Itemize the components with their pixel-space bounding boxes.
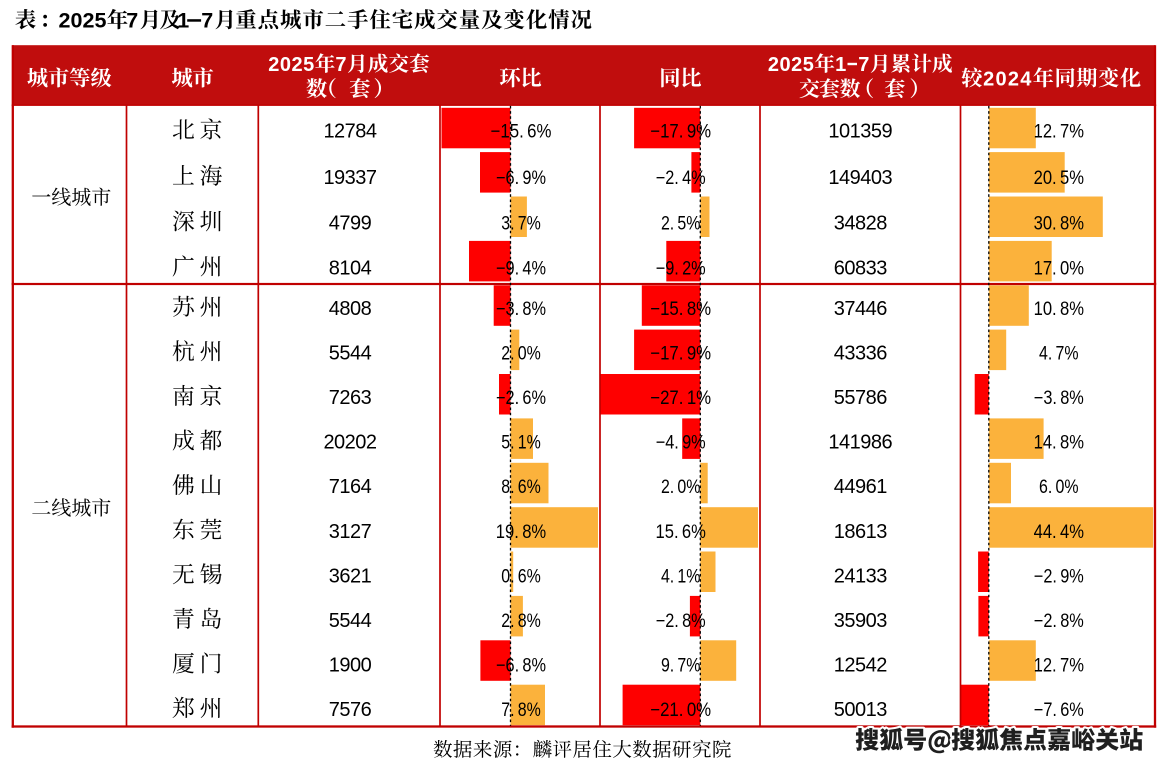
svg-text:4: 4 (1020, 69, 1032, 91)
svg-text:−2. 6%: −2. 6% (496, 388, 546, 409)
svg-text:2: 2 (1008, 69, 1019, 91)
svg-text:−2. 8%: −2. 8% (1034, 611, 1084, 632)
svg-text:15. 6%: 15. 6% (656, 522, 706, 543)
svg-text:−15. 8%: −15. 8% (650, 299, 711, 320)
svg-text:35903: 35903 (834, 610, 887, 632)
svg-text:2: 2 (768, 54, 779, 76)
svg-text:14. 8%: 14. 8% (1034, 433, 1084, 454)
svg-text:19337: 19337 (323, 167, 376, 189)
svg-text:44961: 44961 (834, 476, 887, 498)
svg-text:17. 0%: 17. 0% (1034, 259, 1084, 280)
svg-text:20202: 20202 (323, 432, 376, 454)
svg-text:10. 8%: 10. 8% (1034, 299, 1084, 320)
svg-text:141986: 141986 (828, 432, 892, 454)
svg-text:−2. 9%: −2. 9% (1034, 566, 1084, 587)
svg-text:0: 0 (71, 8, 83, 32)
svg-text:−7. 6%: −7. 6% (1034, 700, 1084, 721)
svg-text:−6. 8%: −6. 8% (496, 656, 546, 677)
svg-text:2: 2 (83, 8, 95, 32)
svg-text:−21. 0%: −21. 0% (650, 700, 711, 721)
svg-text:−6. 9%: −6. 9% (496, 168, 546, 189)
svg-text:4. 7%: 4. 7% (1039, 344, 1079, 365)
svg-text:8104: 8104 (329, 258, 372, 280)
svg-text:4. 1%: 4. 1% (661, 566, 701, 587)
svg-text:2: 2 (791, 54, 802, 76)
svg-text:−17. 9%: −17. 9% (650, 344, 711, 365)
svg-text:7: 7 (335, 54, 346, 76)
svg-text:3. 7%: 3. 7% (501, 214, 541, 235)
svg-text:2: 2 (983, 69, 994, 91)
svg-text:5: 5 (303, 54, 314, 76)
svg-text:1: 1 (835, 54, 846, 76)
svg-text:−9. 2%: −9. 2% (656, 259, 706, 280)
svg-text:8. 6%: 8. 6% (501, 477, 541, 498)
svg-text:7: 7 (201, 8, 213, 32)
svg-text:18613: 18613 (834, 521, 887, 543)
svg-text:55786: 55786 (834, 387, 887, 409)
svg-text:7: 7 (858, 54, 869, 76)
svg-text:7164: 7164 (329, 476, 372, 498)
svg-text:12784: 12784 (323, 121, 376, 143)
svg-text:44. 4%: 44. 4% (1034, 522, 1084, 543)
svg-text:60833: 60833 (834, 258, 887, 280)
svg-text:−3. 8%: −3. 8% (1034, 388, 1084, 409)
svg-text:37446: 37446 (834, 298, 887, 320)
svg-text:6. 0%: 6. 0% (1039, 477, 1079, 498)
svg-text:12. 7%: 12. 7% (1034, 122, 1084, 143)
svg-text:−2. 4%: −2. 4% (656, 168, 706, 189)
svg-text:7. 8%: 7. 8% (501, 700, 541, 721)
svg-text:4799: 4799 (329, 213, 372, 235)
svg-text:0. 6%: 0. 6% (501, 566, 541, 587)
svg-text:9. 7%: 9. 7% (661, 656, 701, 677)
svg-text:101359: 101359 (828, 121, 892, 143)
svg-text:12. 7%: 12. 7% (1034, 656, 1084, 677)
svg-text:4808: 4808 (329, 298, 372, 320)
svg-text:7576: 7576 (329, 699, 372, 721)
svg-text:2. 0%: 2. 0% (501, 344, 541, 365)
svg-text:1900: 1900 (329, 655, 372, 677)
svg-text:0: 0 (780, 54, 791, 76)
svg-text:24133: 24133 (834, 565, 887, 587)
svg-text:43336: 43336 (834, 343, 887, 365)
svg-text:5544: 5544 (329, 610, 372, 632)
svg-text:20. 5%: 20. 5% (1034, 168, 1084, 189)
svg-text:2: 2 (59, 8, 71, 32)
svg-text:30. 8%: 30. 8% (1034, 214, 1084, 235)
svg-text:2. 0%: 2. 0% (661, 477, 701, 498)
svg-text:−27. 1%: −27. 1% (650, 388, 711, 409)
svg-text:5: 5 (803, 54, 814, 76)
svg-text:5. 1%: 5. 1% (501, 433, 541, 454)
svg-text:5544: 5544 (329, 343, 372, 365)
svg-text:−9. 4%: −9. 4% (496, 259, 546, 280)
svg-text:−4. 9%: −4. 9% (656, 433, 706, 454)
svg-text:3127: 3127 (329, 521, 372, 543)
svg-text:2: 2 (292, 54, 303, 76)
svg-text:7: 7 (126, 8, 138, 32)
svg-text:−2. 8%: −2. 8% (656, 611, 706, 632)
svg-text:5: 5 (95, 8, 107, 32)
svg-text:50013: 50013 (834, 699, 887, 721)
svg-text:149403: 149403 (828, 167, 892, 189)
svg-text:34828: 34828 (834, 213, 887, 235)
svg-text:−15. 6%: −15. 6% (491, 122, 552, 143)
svg-text:3621: 3621 (329, 565, 372, 587)
svg-text:2. 5%: 2. 5% (661, 214, 701, 235)
svg-text:−17. 9%: −17. 9% (650, 122, 711, 143)
svg-text:12542: 12542 (834, 655, 887, 677)
svg-text:0: 0 (280, 54, 291, 76)
svg-text:0: 0 (996, 69, 1007, 91)
svg-text:1: 1 (177, 8, 189, 32)
svg-text:−3. 8%: −3. 8% (496, 299, 546, 320)
svg-text:2: 2 (268, 54, 279, 76)
svg-text:19. 8%: 19. 8% (496, 522, 546, 543)
svg-text:2. 8%: 2. 8% (501, 611, 541, 632)
svg-text:7263: 7263 (329, 387, 372, 409)
